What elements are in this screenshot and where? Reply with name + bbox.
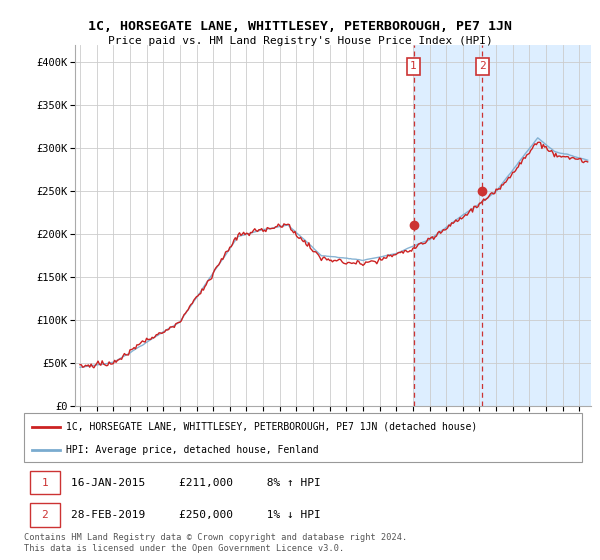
Text: HPI: Average price, detached house, Fenland: HPI: Average price, detached house, Fenl… xyxy=(66,445,319,455)
Text: 28-FEB-2019     £250,000     1% ↓ HPI: 28-FEB-2019 £250,000 1% ↓ HPI xyxy=(71,510,321,520)
Text: Price paid vs. HM Land Registry's House Price Index (HPI): Price paid vs. HM Land Registry's House … xyxy=(107,36,493,46)
FancyBboxPatch shape xyxy=(24,413,582,462)
Text: 16-JAN-2015     £211,000     8% ↑ HPI: 16-JAN-2015 £211,000 8% ↑ HPI xyxy=(71,478,321,488)
Text: 1C, HORSEGATE LANE, WHITTLESEY, PETERBOROUGH, PE7 1JN: 1C, HORSEGATE LANE, WHITTLESEY, PETERBOR… xyxy=(88,20,512,32)
Text: 2: 2 xyxy=(41,510,48,520)
Bar xyxy=(482,45,591,406)
Text: 1C, HORSEGATE LANE, WHITTLESEY, PETERBOROUGH, PE7 1JN (detached house): 1C, HORSEGATE LANE, WHITTLESEY, PETERBOR… xyxy=(66,422,477,432)
FancyBboxPatch shape xyxy=(29,472,60,494)
FancyBboxPatch shape xyxy=(29,503,60,526)
Text: 2: 2 xyxy=(479,61,485,71)
Bar xyxy=(413,45,482,406)
Text: 1: 1 xyxy=(41,478,48,488)
Text: Contains HM Land Registry data © Crown copyright and database right 2024.
This d: Contains HM Land Registry data © Crown c… xyxy=(24,533,407,553)
Text: 1: 1 xyxy=(410,61,417,71)
